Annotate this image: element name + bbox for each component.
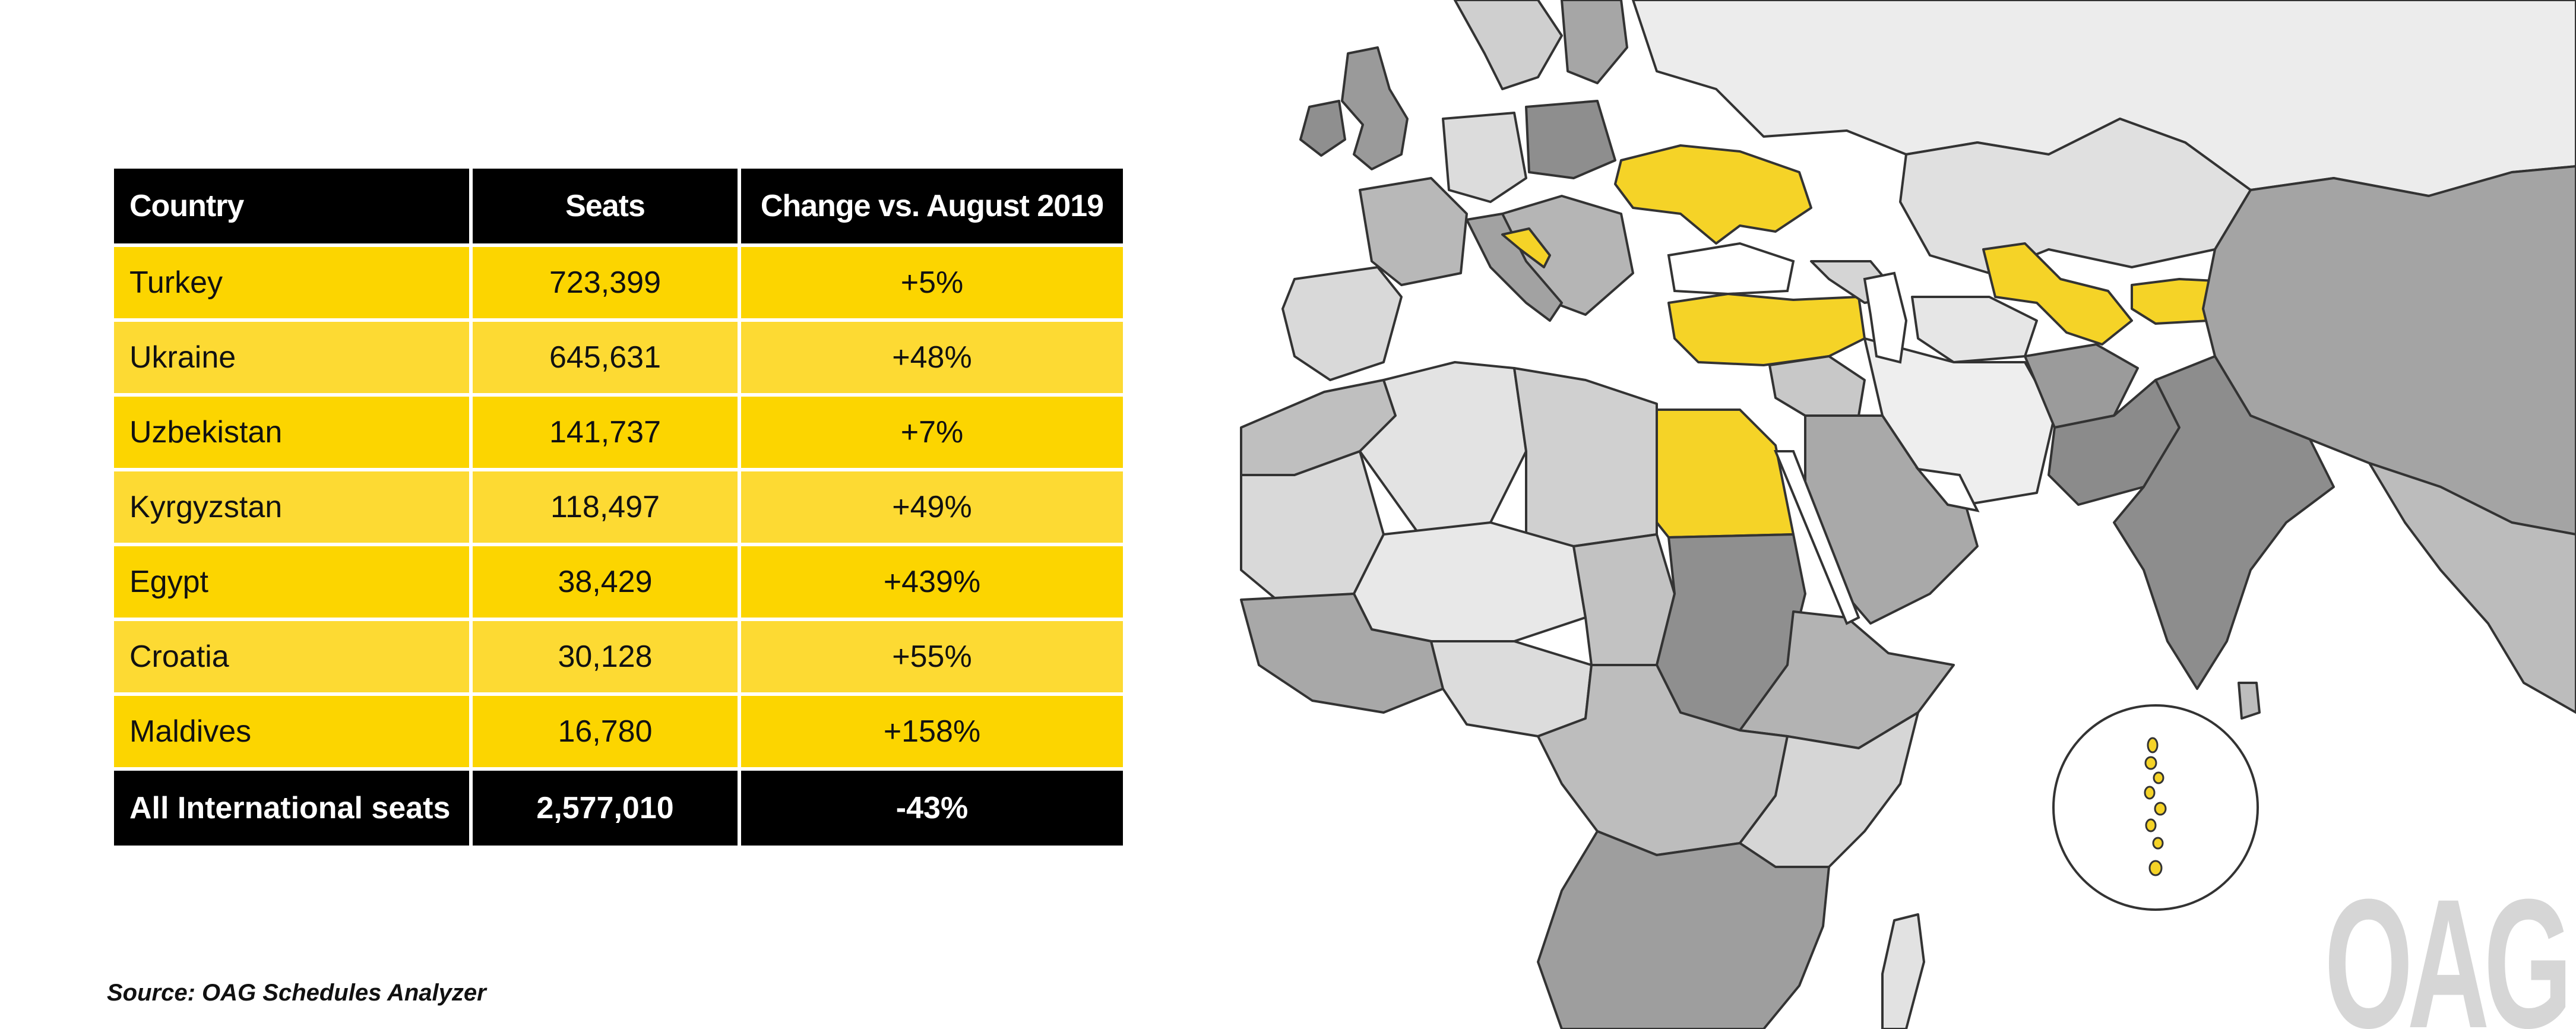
change-cell: +48% (738, 318, 1126, 397)
maldives-island (2144, 756, 2157, 770)
source-note: Source: OAG Schedules Analyzer (107, 980, 486, 1006)
chad-region (1572, 533, 1676, 666)
nigeria-region (1430, 640, 1593, 737)
finland-region (1561, 0, 1628, 84)
france-region (1359, 177, 1468, 286)
country-cell: Croatia (110, 618, 473, 696)
maldives-island (2145, 818, 2157, 832)
change-cell: +49% (738, 468, 1126, 546)
southern-africa-region (1537, 830, 1830, 1029)
table-total-row: All International seats 2,577,010 -43% (110, 767, 1126, 849)
seats-cell: 118,497 (469, 468, 741, 546)
table-row: Uzbekistan 141,737 +7% (110, 393, 1126, 471)
country-cell: Uzbekistan (110, 393, 473, 471)
uk-region (1341, 46, 1409, 170)
germany-region (1442, 112, 1527, 203)
maldives-island (2147, 737, 2159, 753)
mali-niger-region (1353, 521, 1587, 642)
black-sea (1667, 242, 1795, 296)
libya-region (1513, 367, 1658, 547)
maldives-islands (2144, 737, 2167, 876)
country-cell: Kyrgyzstan (110, 468, 473, 546)
total-label: All International seats (110, 767, 473, 849)
total-change: -43% (738, 767, 1126, 849)
maldives-island (2153, 771, 2164, 784)
change-cell: +5% (738, 243, 1126, 322)
seats-table-container: Country Seats Change vs. August 2019 Tur… (110, 165, 1126, 849)
turkey-highlight (1667, 293, 1866, 366)
east-africa-region (1739, 711, 1919, 868)
world-map: OAG (1205, 0, 2576, 1029)
iberia-region (1281, 266, 1403, 381)
poland-region (1525, 100, 1616, 179)
persian-gulf (1915, 467, 1980, 512)
maldives-island (2154, 802, 2167, 816)
change-cell: +7% (738, 393, 1126, 471)
maldives-island (2148, 860, 2163, 876)
seats-cell: 141,737 (469, 393, 741, 471)
header-country: Country (110, 165, 473, 247)
table-header-row: Country Seats Change vs. August 2019 (110, 165, 1126, 247)
table-row: Egypt 38,429 +439% (110, 543, 1126, 621)
change-cell: +439% (738, 543, 1126, 621)
maldives-island (2152, 837, 2164, 850)
map-svg (1240, 0, 2576, 1029)
seats-cell: 30,128 (469, 618, 741, 696)
seats-cell: 38,429 (469, 543, 741, 621)
table-row: Maldives 16,780 +158% (110, 692, 1126, 771)
sri-lanka-region (2238, 682, 2261, 720)
seats-cell: 723,399 (469, 243, 741, 322)
uzbekistan-highlight (1982, 242, 2133, 346)
change-cell: +55% (738, 618, 1126, 696)
seats-cell: 16,780 (469, 692, 741, 771)
country-cell: Ukraine (110, 318, 473, 397)
country-cell: Turkey (110, 243, 473, 322)
caspian-sea (1863, 271, 1908, 364)
red-sea (1774, 450, 1860, 625)
country-cell: Maldives (110, 692, 473, 771)
turkmenistan-region (1911, 296, 2038, 363)
maldives-island (2144, 786, 2156, 800)
india-region (2113, 355, 2335, 690)
table-row: Croatia 30,128 +55% (110, 618, 1126, 696)
italy-region (1466, 213, 1563, 322)
total-seats: 2,577,010 (469, 767, 741, 849)
country-cell: Egypt (110, 543, 473, 621)
croatia-highlight (1501, 227, 1551, 268)
ukraine-highlight (1614, 144, 1812, 245)
madagascar-region (1881, 913, 1925, 1029)
header-change: Change vs. August 2019 (738, 165, 1126, 247)
egypt-highlight (1656, 409, 1795, 539)
change-cell: +158% (738, 692, 1126, 771)
header-seats: Seats (469, 165, 741, 247)
scandinavia-region (1454, 0, 1563, 90)
oag-logo: OAG (2324, 860, 2572, 1029)
ireland-region (1299, 100, 1346, 157)
seats-table: Country Seats Change vs. August 2019 Tur… (110, 165, 1126, 849)
afghanistan-region (2024, 343, 2139, 429)
table-row: Turkey 723,399 +5% (110, 243, 1126, 322)
table-row: Kyrgyzstan 118,497 +49% (110, 468, 1126, 546)
southeast-asia-region (2368, 462, 2576, 714)
seats-cell: 645,631 (469, 318, 741, 397)
levant-region (1768, 355, 1866, 417)
table-row: Ukraine 645,631 +48% (110, 318, 1126, 397)
